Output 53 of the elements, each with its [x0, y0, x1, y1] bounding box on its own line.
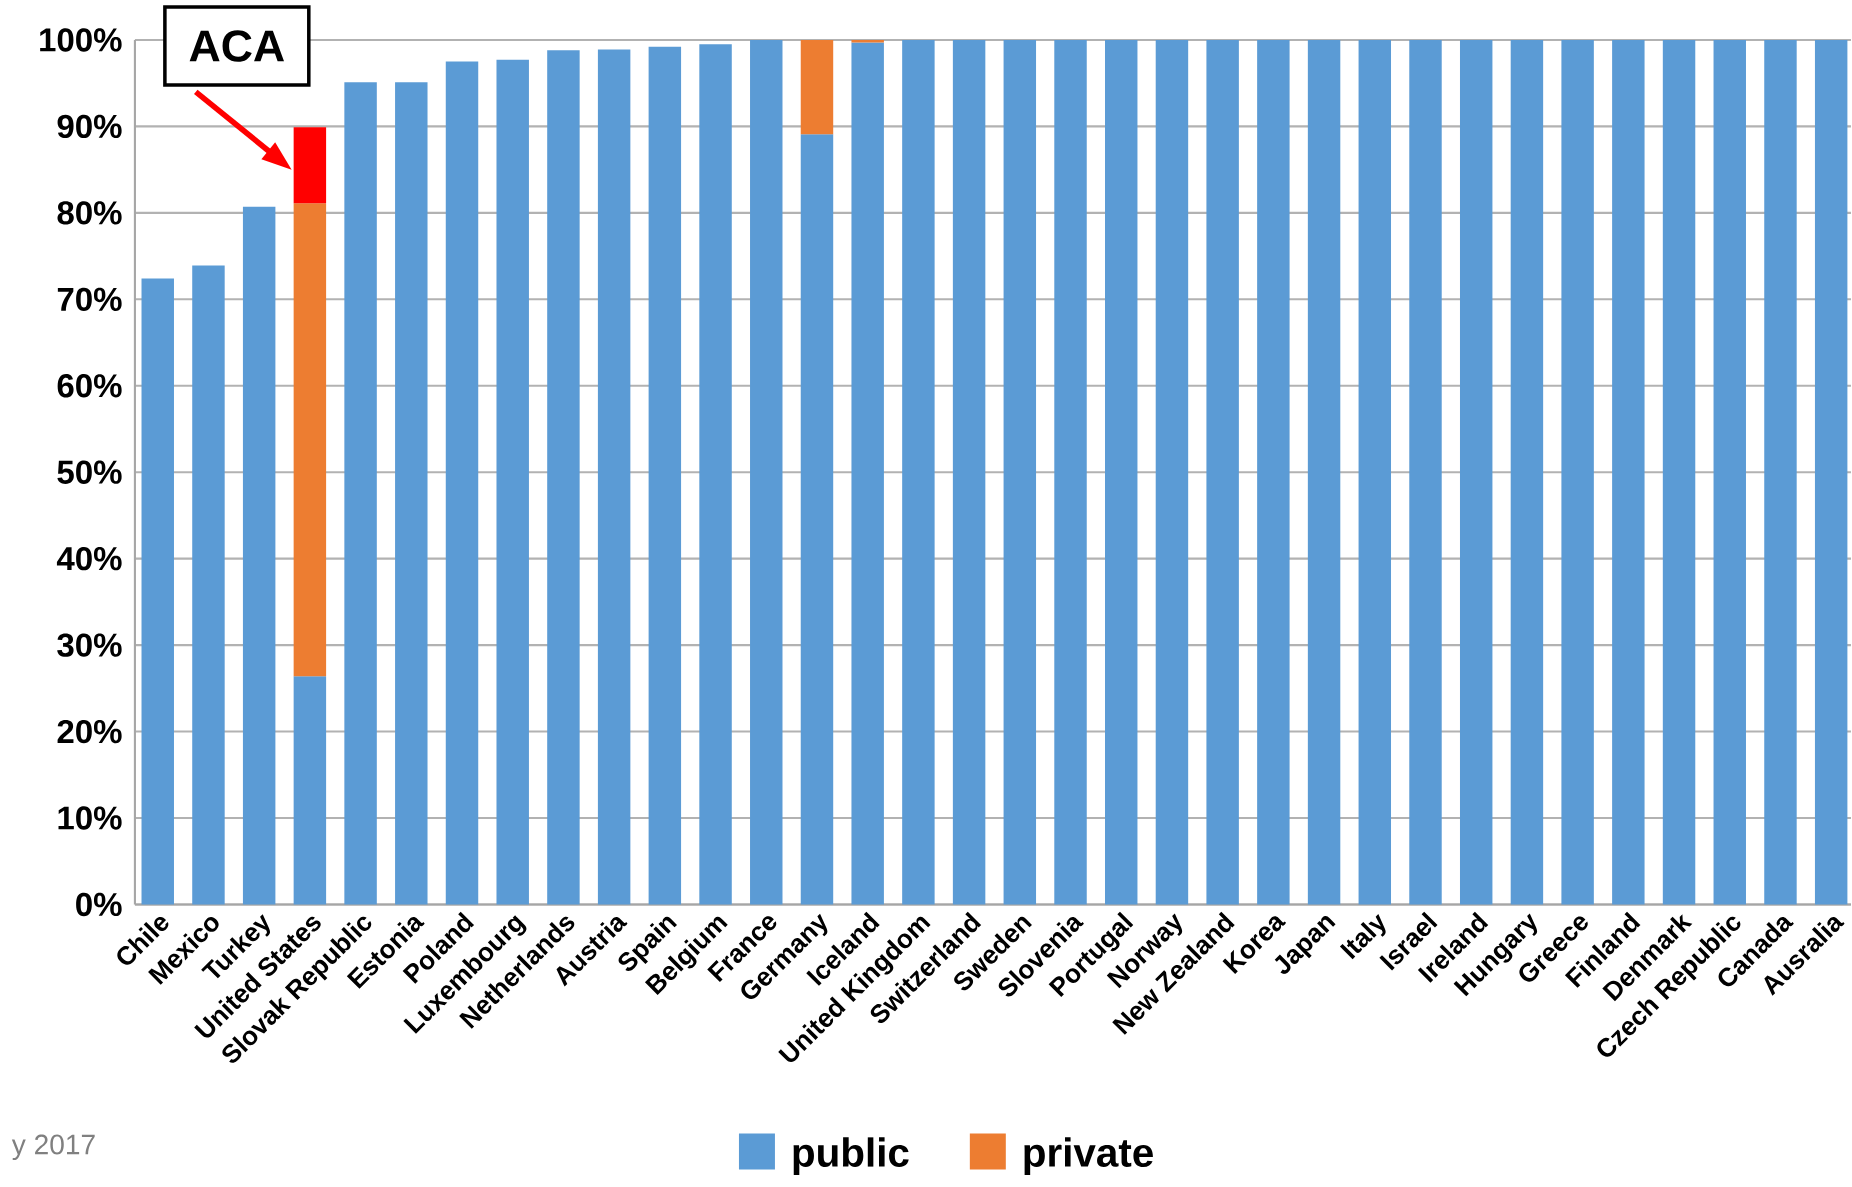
y-tick-label: 30%	[57, 633, 122, 657]
bar	[1257, 40, 1290, 905]
y-tick-label: 60%	[57, 374, 122, 398]
bar	[1510, 40, 1544, 905]
bar	[1662, 40, 1696, 905]
y-tick-label: 0%	[76, 892, 122, 917]
y-tick-label: 20%	[57, 720, 122, 744]
bar	[293, 676, 327, 905]
bar	[192, 265, 225, 905]
bar	[902, 40, 935, 905]
bar	[800, 134, 834, 905]
bar	[1713, 40, 1746, 905]
bar	[293, 203, 327, 677]
bar	[1358, 40, 1392, 905]
y-tick-label: 40%	[56, 547, 122, 571]
bar	[1409, 40, 1442, 905]
y-tick-label: 80%	[57, 201, 122, 225]
bar	[141, 278, 174, 905]
bar	[1155, 40, 1189, 905]
bar	[750, 40, 783, 905]
y-tick-label: 50%	[57, 460, 122, 485]
bar	[851, 40, 884, 43]
bar	[547, 50, 580, 905]
bar	[648, 47, 682, 905]
bar	[1003, 40, 1037, 905]
y-tick-label: 100%	[40, 28, 122, 52]
annotation: ACA	[189, 30, 285, 62]
bar	[952, 40, 986, 905]
legend-label: public	[793, 1137, 909, 1176]
bar	[242, 206, 276, 905]
legend-label: private	[1024, 1137, 1153, 1176]
bar	[1206, 40, 1239, 905]
bar	[1612, 40, 1645, 905]
bar	[1561, 40, 1594, 905]
bar	[1307, 40, 1341, 905]
bar	[699, 44, 732, 905]
y-tick-label: 10%	[58, 806, 122, 830]
bar	[496, 60, 529, 905]
bar	[1105, 40, 1138, 905]
bar	[1814, 40, 1848, 905]
bar	[851, 42, 884, 905]
bar	[800, 40, 834, 135]
bar	[1764, 40, 1797, 905]
bar	[1054, 40, 1087, 905]
bar	[597, 49, 631, 905]
y-tick-label: 90%	[57, 114, 122, 139]
bar	[1459, 40, 1493, 905]
bar	[395, 82, 428, 905]
text: y 2017	[11, 1134, 95, 1161]
bar	[445, 61, 479, 905]
bar	[293, 127, 327, 204]
bar	[344, 82, 377, 905]
y-tick-label: 70%	[57, 287, 122, 312]
